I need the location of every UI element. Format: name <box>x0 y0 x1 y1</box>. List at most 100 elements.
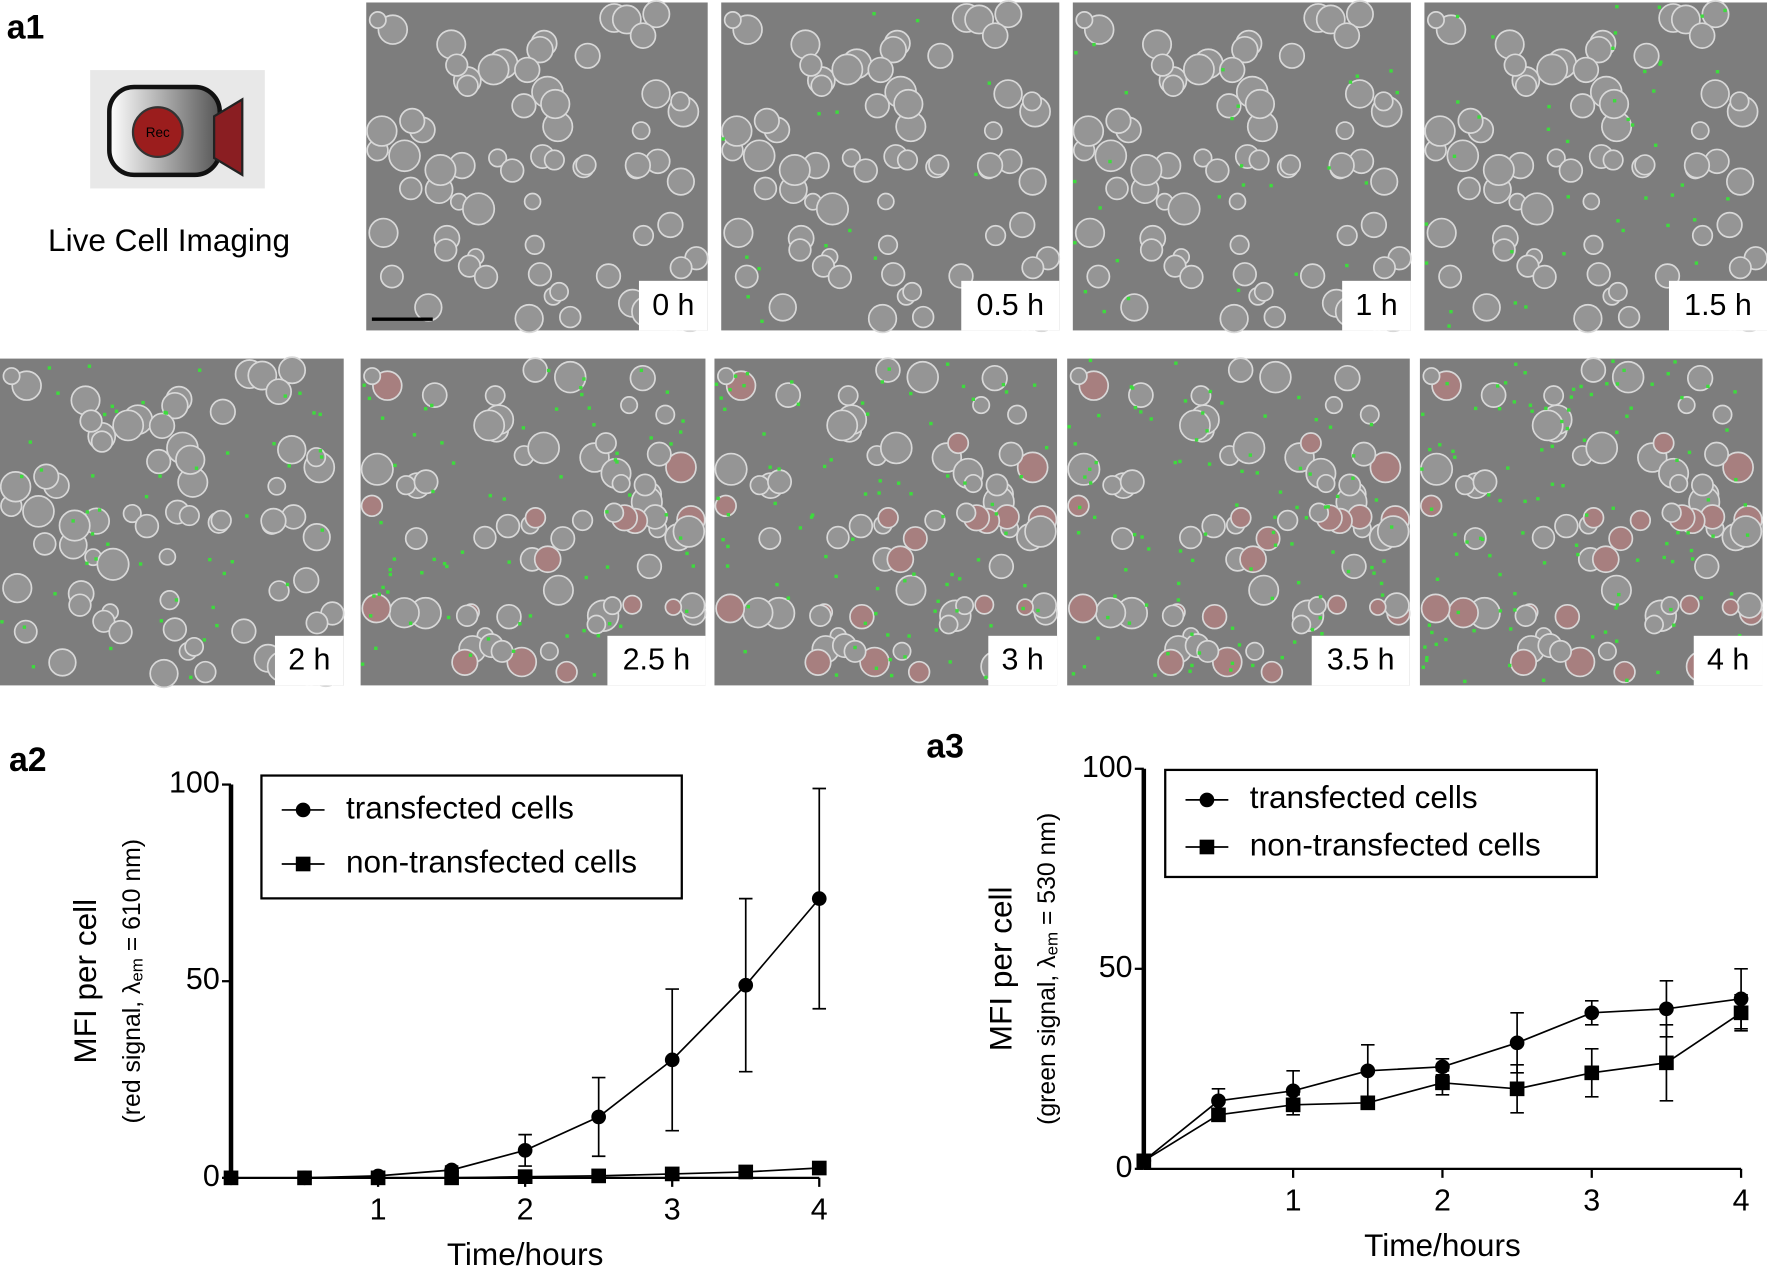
cell <box>1068 593 1098 624</box>
green-spot <box>1669 607 1673 612</box>
cell <box>555 660 578 684</box>
green-spot <box>945 474 950 478</box>
green-spot <box>1126 296 1131 301</box>
green-spot <box>1421 665 1426 669</box>
green-spot <box>1673 360 1677 364</box>
image-tile: 1 h <box>1072 0 1412 334</box>
cell <box>1454 475 1476 496</box>
cell <box>974 594 995 615</box>
green-spot <box>369 614 373 618</box>
green-spot <box>39 468 44 472</box>
cell <box>1094 139 1128 173</box>
green-spot <box>1565 426 1570 431</box>
green-spot <box>488 493 492 498</box>
green-spot <box>1611 506 1615 510</box>
cell <box>1634 154 1656 176</box>
green-spot <box>1019 474 1023 479</box>
cell <box>1482 154 1515 187</box>
image-tile: 0.5 h <box>721 0 1061 334</box>
cell <box>1024 515 1057 548</box>
green-spot <box>950 572 954 577</box>
green-spot <box>1449 309 1453 314</box>
cell <box>963 473 983 494</box>
green-spot <box>1389 69 1393 73</box>
cell <box>586 614 607 635</box>
green-spot <box>1506 466 1510 470</box>
cell <box>68 593 92 617</box>
green-spot <box>1447 324 1451 328</box>
green-spot <box>1217 195 1221 199</box>
marker <box>1360 1095 1376 1111</box>
green-spot <box>1738 633 1742 638</box>
cell <box>1245 641 1265 661</box>
cell <box>1260 660 1284 684</box>
green-spot <box>1473 406 1478 411</box>
time-box <box>988 635 1058 686</box>
green-spot <box>1495 384 1500 388</box>
green-spot <box>1294 272 1298 276</box>
marker <box>1285 1097 1301 1113</box>
green-spot <box>1547 104 1551 109</box>
marker <box>1509 1081 1525 1097</box>
green-spot <box>773 501 777 506</box>
cell <box>495 513 521 539</box>
cell <box>1554 603 1581 630</box>
cell <box>1248 574 1280 606</box>
cell <box>575 154 597 176</box>
cell <box>1179 525 1203 550</box>
green-spot <box>1298 466 1303 471</box>
green-spot <box>669 442 673 446</box>
cell <box>511 93 537 119</box>
green-spot <box>1584 513 1589 517</box>
cell <box>1369 598 1387 616</box>
green-spot <box>971 397 976 401</box>
green-spot <box>1521 531 1525 535</box>
green-spot <box>85 561 89 566</box>
green-spot <box>1666 372 1670 376</box>
cell <box>473 525 497 550</box>
cell <box>1573 303 1603 334</box>
cell <box>790 29 821 60</box>
x-tick-label: 4 <box>811 1193 828 1227</box>
green-spot <box>1670 559 1675 564</box>
marker <box>1435 1075 1450 1091</box>
green-spot <box>1574 543 1579 547</box>
cell <box>1072 115 1105 147</box>
marker <box>517 1142 533 1158</box>
green-spot <box>1723 8 1727 13</box>
green-spot <box>1263 414 1267 418</box>
green-spot <box>848 228 852 233</box>
time-label: 4 h <box>1707 643 1749 677</box>
cell <box>1228 192 1247 211</box>
green-spot <box>1004 531 1008 535</box>
green-spot <box>582 377 586 381</box>
cell <box>146 448 172 475</box>
green-spot <box>372 594 376 598</box>
green-spot <box>1569 395 1574 399</box>
cell <box>1360 211 1388 239</box>
green-spot <box>1230 116 1234 121</box>
cell <box>1105 107 1132 134</box>
time-label: 3.5 h <box>1327 643 1395 677</box>
green-spot <box>678 430 683 434</box>
cell <box>1644 614 1664 635</box>
cell <box>277 434 307 465</box>
green-spot <box>1687 450 1692 455</box>
cell <box>33 463 60 490</box>
green-spot <box>1603 630 1608 634</box>
green-spot <box>460 550 465 554</box>
time-label: 1 h <box>1355 288 1397 322</box>
green-spot <box>511 649 516 653</box>
cell <box>32 532 57 556</box>
cell <box>1480 382 1507 408</box>
green-spot <box>878 479 882 483</box>
green-spot <box>1420 467 1424 471</box>
green-spot <box>1421 412 1425 417</box>
cell <box>1067 452 1101 486</box>
green-spot <box>743 649 747 654</box>
cell <box>184 636 205 657</box>
green-spot <box>1670 193 1675 197</box>
green-spot <box>1550 482 1555 486</box>
green-spot <box>1725 428 1729 432</box>
